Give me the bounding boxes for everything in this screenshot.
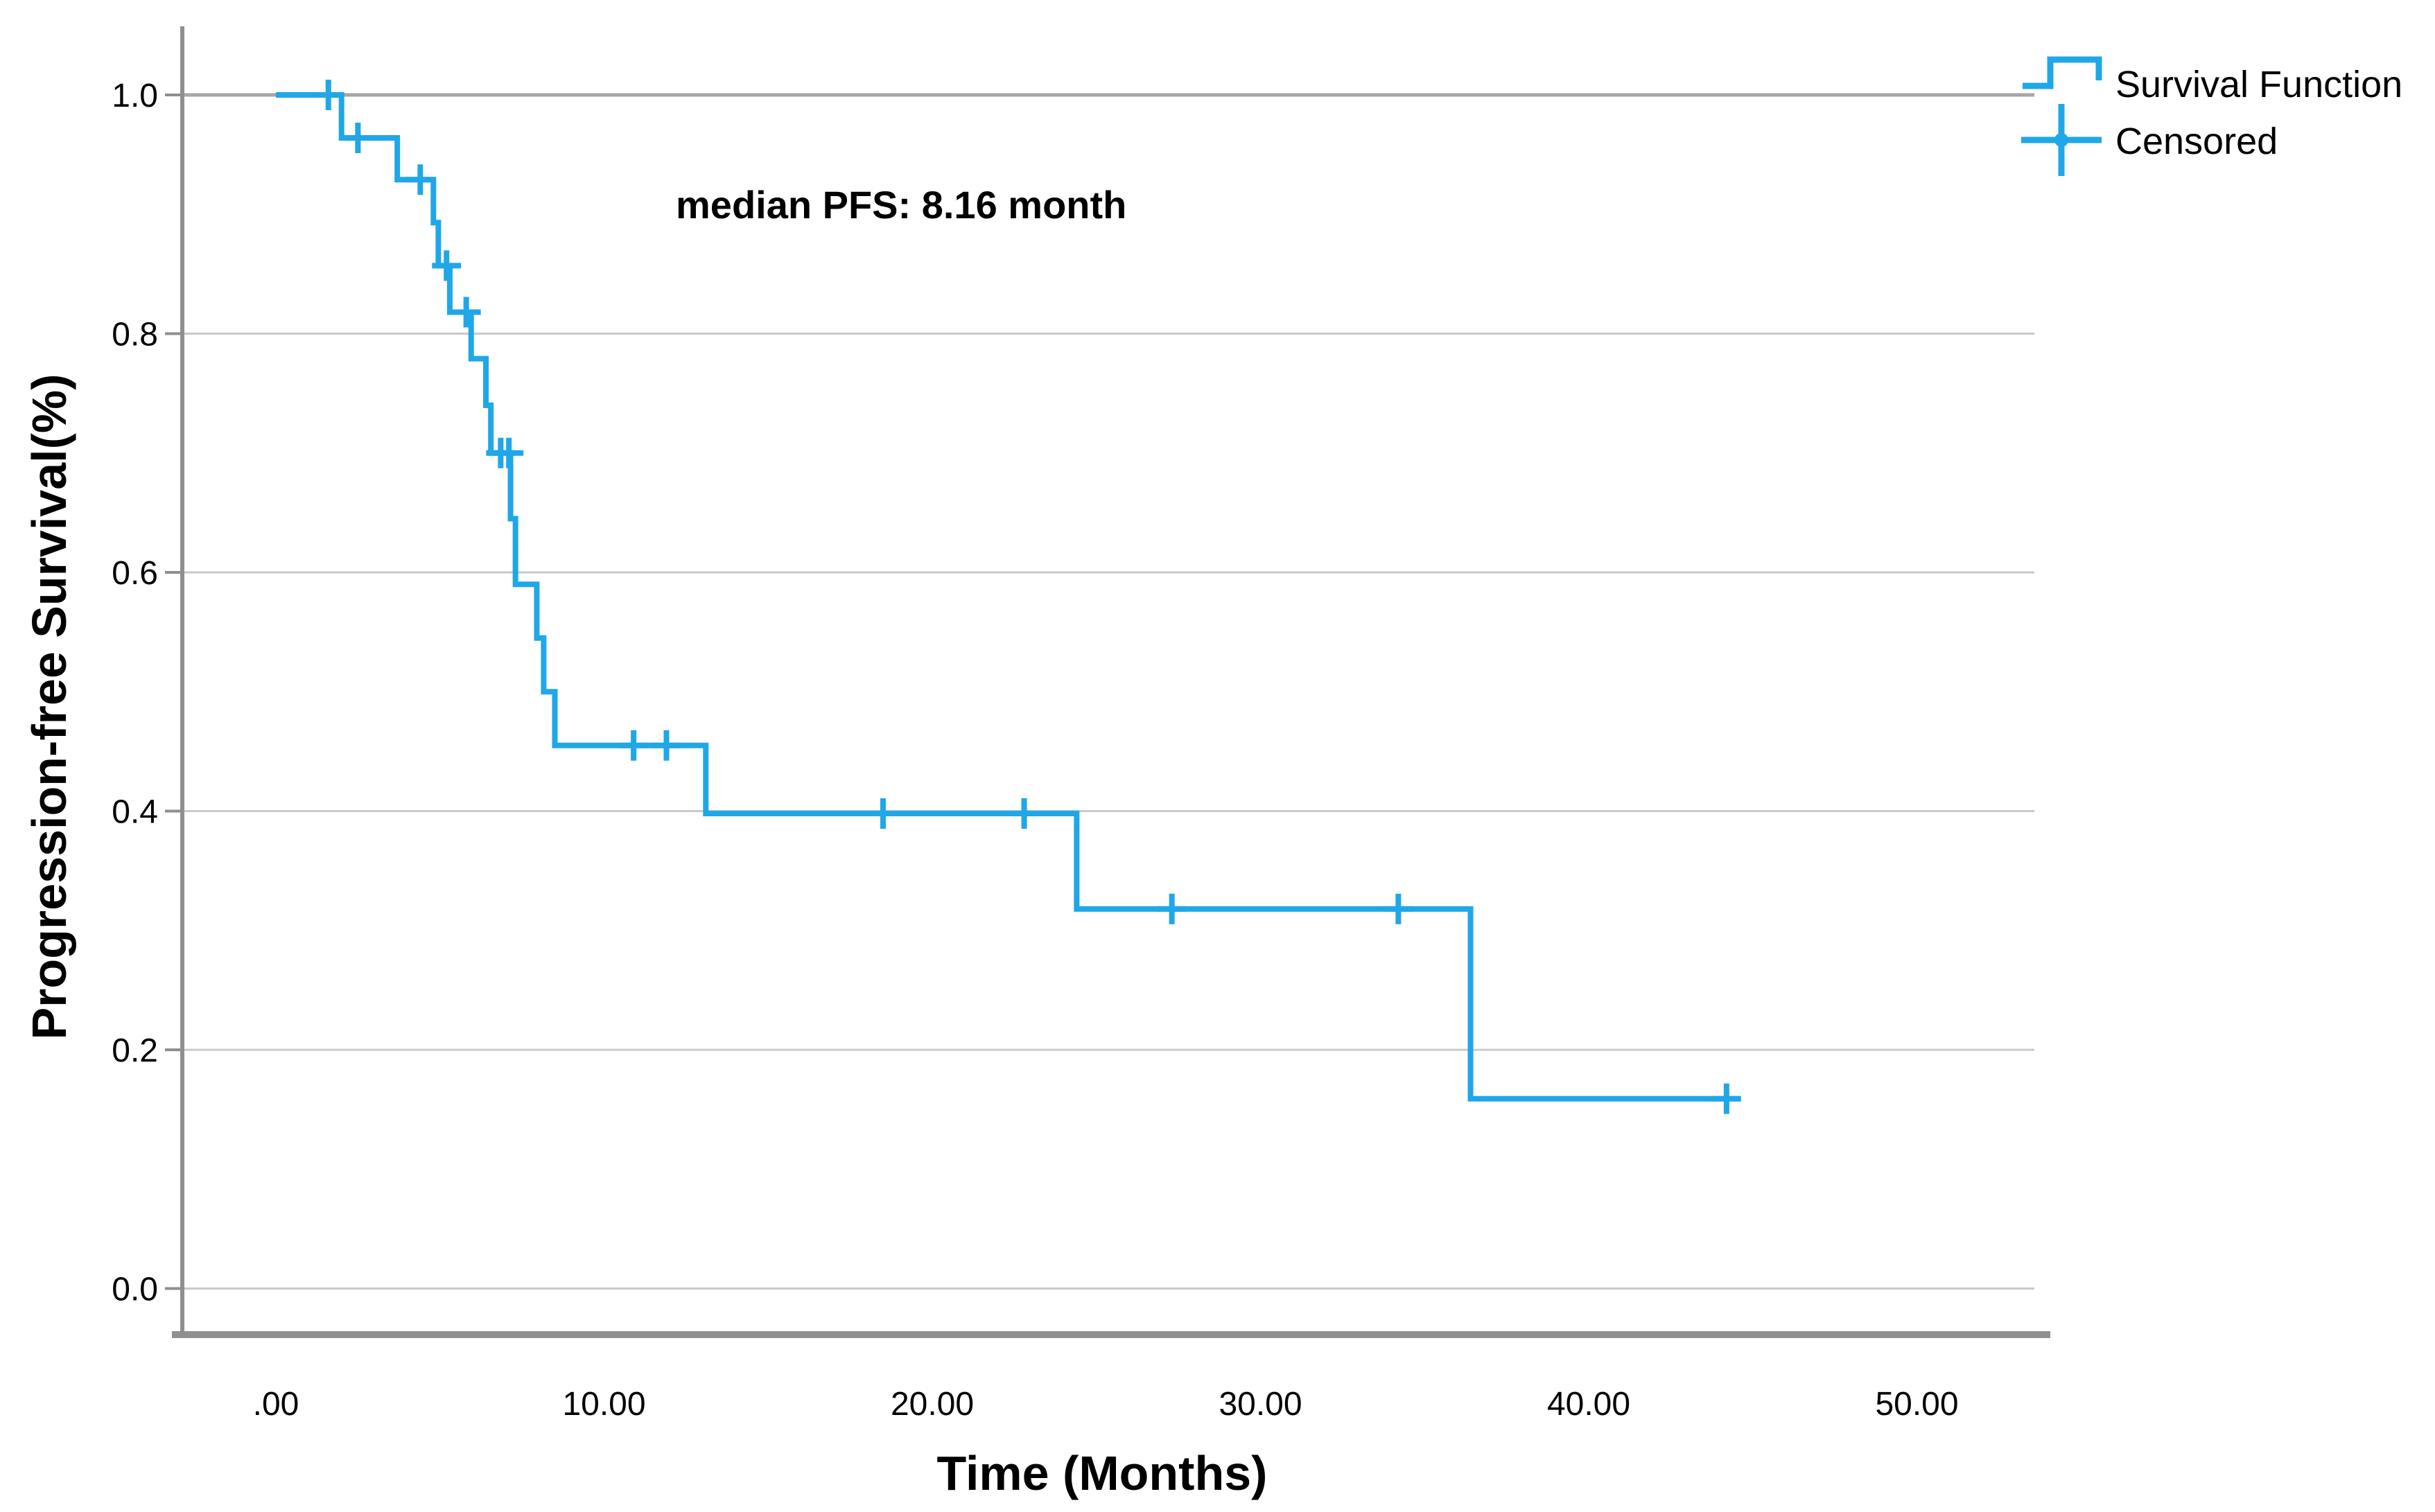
legend-label-survival-function: Survival Function	[2115, 64, 2402, 105]
survival-function-legend-icon	[2023, 56, 2102, 89]
x-axis-title: Time (Months)	[936, 1446, 1267, 1500]
censor-mark	[432, 250, 462, 281]
y-tick-label: 1.0	[112, 78, 158, 114]
censor-mark	[1384, 893, 1413, 924]
median-pfs-annotation: median PFS: 8.16 month	[676, 183, 1126, 227]
y-tick-label: 0.2	[112, 1032, 158, 1069]
censor-mark	[313, 80, 343, 110]
y-tick-label: 0.8	[112, 317, 158, 353]
censor-mark	[652, 730, 681, 761]
censored-marks	[313, 80, 1741, 1114]
legend-label-censored: Censored	[2115, 121, 2278, 162]
x-tick-label: 50.00	[1875, 1386, 1958, 1423]
y-tick-label: 0.0	[112, 1272, 158, 1308]
censor-mark	[1009, 798, 1039, 829]
censor-mark	[868, 798, 898, 829]
legend: Survival Function Censored	[2021, 56, 2402, 176]
censor-mark	[1157, 893, 1187, 924]
gridlines	[184, 93, 2034, 1290]
censor-mark	[619, 730, 649, 761]
survival-curve	[276, 92, 1740, 1102]
axes	[165, 26, 2050, 1338]
censor-mark	[451, 297, 481, 328]
x-tick-label: 40.00	[1547, 1386, 1630, 1423]
tick-labels: 0.0 0.2 0.4 0.6 0.8 1.0 .00 10.00 20.00 30.00 40.0…	[112, 78, 1958, 1423]
censor-mark	[494, 437, 524, 468]
censored-legend-icon	[2021, 104, 2102, 176]
x-tick-label: 10.00	[562, 1386, 645, 1423]
y-tick-label: 0.6	[112, 555, 158, 592]
x-tick-label: 20.00	[891, 1386, 974, 1423]
censor-mark	[343, 123, 373, 154]
censor-mark	[405, 164, 435, 195]
censor-mark	[1711, 1083, 1741, 1114]
y-tick-label: 0.4	[112, 794, 158, 831]
y-axis-title: Progression-free Survival(%)	[22, 374, 76, 1040]
x-tick-label: .00	[253, 1386, 299, 1423]
x-tick-label: 30.00	[1219, 1386, 1302, 1423]
